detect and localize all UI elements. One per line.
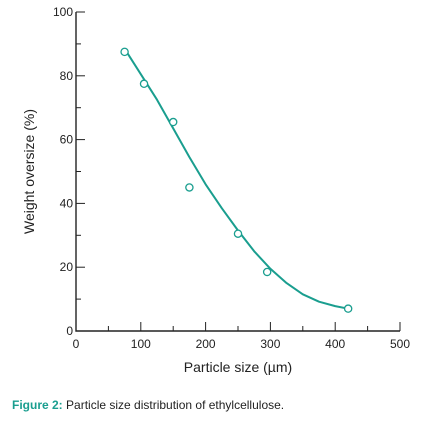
caption-text: Particle size distribution of ethylcellu… [66,398,285,412]
chart: 0 100 200 300 400 500 0 20 40 60 80 100 Particle s… [21,5,411,375]
x-tick-label: 100 [131,337,151,351]
axis-lines [75,12,400,332]
x-tick-label: 0 [73,337,80,351]
data-point [185,183,194,192]
y-tick-label: 80 [60,69,74,83]
data-point [343,304,353,313]
axes [75,12,400,332]
x-tick-label: 200 [196,337,216,351]
x-axis-title: Particle size (µm) [184,359,292,375]
data-points [120,47,353,313]
data-point [262,267,272,277]
x-axis-tick-labels: 0 100 200 300 400 500 [73,337,411,351]
caption-label: Figure 2: [12,398,63,412]
data-point [120,47,129,57]
y-axis-title: Weight oversize (%) [21,109,37,234]
x-tick-label: 300 [260,337,280,351]
y-tick-label: 20 [60,260,74,274]
axis-ticks [75,11,401,332]
figure-caption: Figure 2: Particle size distribution of … [12,398,284,412]
fit-curve [123,48,349,310]
fit-curve-group [123,48,349,310]
data-point [139,79,149,89]
y-tick-label: 0 [66,324,73,338]
y-tick-label: 60 [60,133,74,147]
data-point [168,117,178,127]
y-tick-label: 100 [53,5,73,19]
x-tick-label: 400 [325,337,345,351]
x-tick-label: 500 [390,337,410,351]
y-tick-label: 40 [60,196,74,210]
y-axis-tick-labels: 0 20 40 60 80 100 [53,5,73,338]
data-point [233,229,243,238]
